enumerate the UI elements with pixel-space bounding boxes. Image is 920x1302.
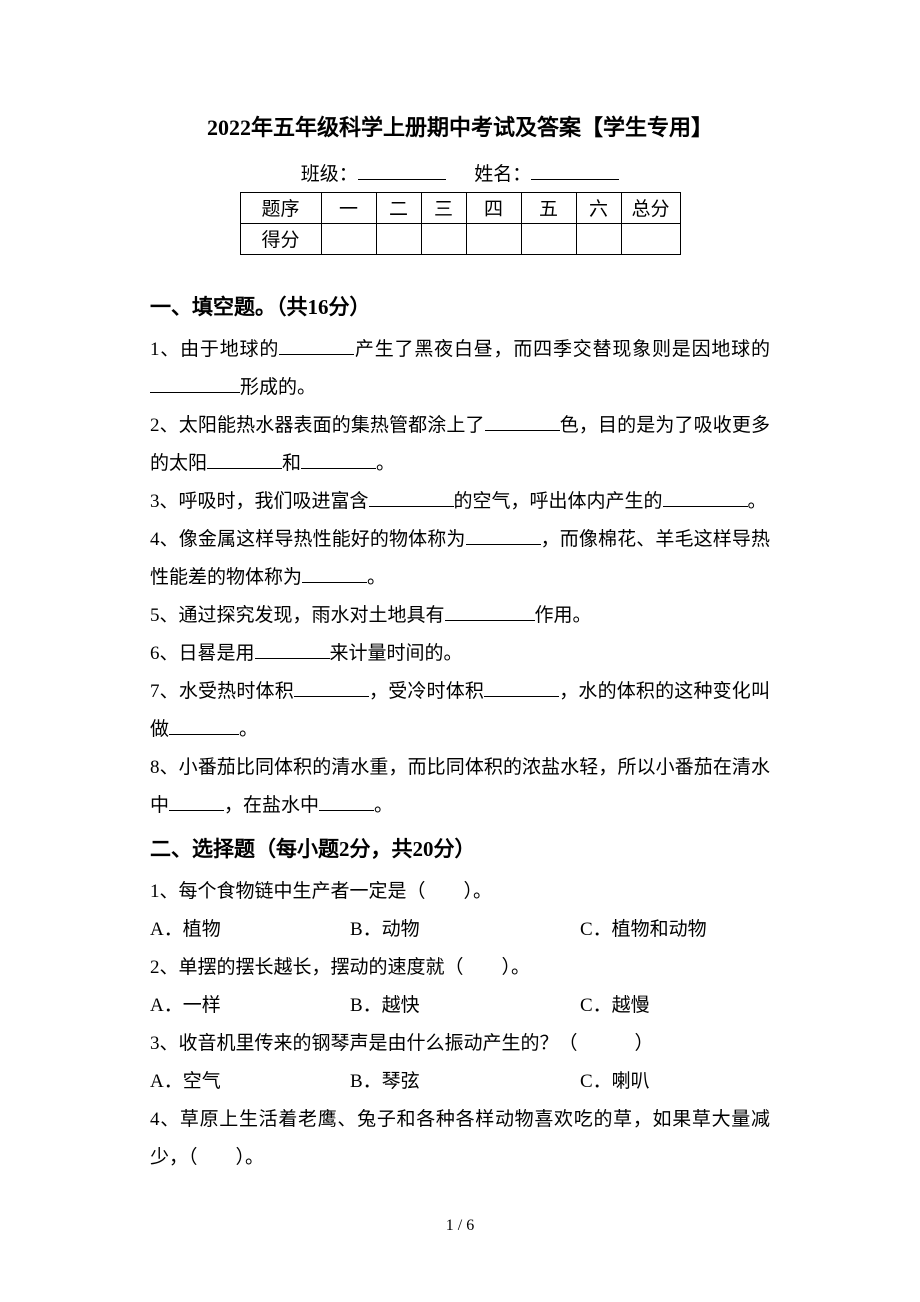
question-4: 4、像金属这样导热性能好的物体称为，而像棉花、羊毛这样导热性能差的物体称为。 (150, 521, 770, 597)
q-text: 来计量时间的。 (330, 643, 463, 664)
answer-blank[interactable] (485, 411, 560, 431)
page-footer: 1 / 6 (150, 1217, 770, 1235)
answer-blank[interactable] (255, 639, 330, 659)
answer-blank[interactable] (169, 791, 224, 811)
q-text: 1、由于地球的 (150, 339, 279, 360)
question-1: 1、由于地球的 产生了黑夜白昼，而四季交替现象则是因地球的形成的。 (150, 331, 770, 407)
option-a[interactable]: A．植物 (150, 911, 350, 949)
score-cell[interactable] (321, 223, 376, 254)
student-meta: 班级： 姓名： (150, 158, 770, 186)
answer-blank[interactable] (301, 449, 376, 469)
class-label: 班级： (301, 164, 358, 185)
answer-blank[interactable] (279, 335, 354, 355)
table-row: 题序 一 二 三 四 五 六 总分 (240, 192, 680, 223)
cell-section: 三 (421, 192, 466, 223)
score-cell[interactable] (376, 223, 421, 254)
section-heading: 二、选择题（每小题2分，共20分） (150, 833, 770, 863)
mc-options: A．一样 B．越快 C．越慢 (150, 987, 770, 1025)
option-b[interactable]: B．琴弦 (350, 1063, 580, 1101)
answer-blank[interactable] (466, 525, 541, 545)
q-text: 5、通过探究发现，雨水对土地具有 (150, 605, 445, 626)
mc-question-1: 1、每个食物链中生产者一定是（ ）。 (150, 873, 770, 911)
q-text: 4、像金属这样导热性能好的物体称为 (150, 529, 466, 550)
q-text: ，受冷时体积 (369, 681, 484, 702)
q-text: 。 (239, 719, 258, 740)
option-a[interactable]: A．一样 (150, 987, 350, 1025)
q-text: 3、呼吸时，我们吸进富含 (150, 491, 369, 512)
option-c[interactable]: C．喇叭 (580, 1063, 650, 1101)
q-text: 2、太阳能热水器表面的集热管都涂上了 (150, 415, 485, 436)
answer-blank[interactable] (207, 449, 282, 469)
mc-question-2: 2、单摆的摆长越长，摆动的速度就（ ）。 (150, 949, 770, 987)
question-8: 8、小番茄比同体积的清水重，而比同体积的浓盐水轻，所以小番茄在清水中，在盐水中。 (150, 749, 770, 825)
score-table: 题序 一 二 三 四 五 六 总分 得分 (240, 192, 681, 255)
score-cell[interactable] (621, 223, 680, 254)
cell-section: 二 (376, 192, 421, 223)
question-2: 2、太阳能热水器表面的集热管都涂上了色，目的是为了吸收更多的太阳和。 (150, 407, 770, 483)
answer-blank[interactable] (150, 373, 240, 393)
score-cell[interactable] (466, 223, 521, 254)
answer-blank[interactable] (663, 487, 748, 507)
q-text: 7、水受热时体积 (150, 681, 294, 702)
answer-blank[interactable] (169, 715, 239, 735)
mc-question-4: 4、草原上生活着老鹰、兔子和各种各样动物喜欢吃的草，如果草大量减少，（ ）。 (150, 1101, 770, 1177)
answer-blank[interactable] (302, 563, 367, 583)
cell-section: 五 (521, 192, 576, 223)
mc-options: A．空气 B．琴弦 C．喇叭 (150, 1063, 770, 1101)
name-blank[interactable] (531, 158, 619, 180)
answer-blank[interactable] (484, 677, 559, 697)
cell-label: 得分 (240, 223, 321, 254)
q-text: 6、日晷是用 (150, 643, 255, 664)
answer-blank[interactable] (319, 791, 374, 811)
score-cell[interactable] (576, 223, 621, 254)
q-text: 作用。 (535, 605, 592, 626)
q-text: 。 (748, 491, 767, 512)
question-6: 6、日晷是用 来计量时间的。 (150, 635, 770, 673)
cell-section: 一 (321, 192, 376, 223)
cell-total: 总分 (621, 192, 680, 223)
answer-blank[interactable] (369, 487, 454, 507)
option-b[interactable]: B．越快 (350, 987, 580, 1025)
option-c[interactable]: C．越慢 (580, 987, 650, 1025)
q-text: 。 (367, 567, 386, 588)
option-b[interactable]: B．动物 (350, 911, 580, 949)
q-text: 的空气，呼出体内产生的 (454, 491, 663, 512)
answer-blank[interactable] (294, 677, 369, 697)
q-text: 产生了黑夜白昼，而四季交替现象则是因地球的 (354, 339, 770, 360)
exam-page: 2022年五年级科学上册期中考试及答案【学生专用】 班级： 姓名： 题序 一 二… (0, 0, 920, 1265)
cell-section: 六 (576, 192, 621, 223)
q-text: 。 (376, 453, 395, 474)
name-label: 姓名： (474, 164, 531, 185)
cell-label: 题序 (240, 192, 321, 223)
option-c[interactable]: C．植物和动物 (580, 911, 707, 949)
q-text: 。 (374, 795, 393, 816)
question-5: 5、通过探究发现，雨水对土地具有 作用。 (150, 597, 770, 635)
cell-section: 四 (466, 192, 521, 223)
mc-options: A．植物 B．动物 C．植物和动物 (150, 911, 770, 949)
score-cell[interactable] (421, 223, 466, 254)
answer-blank[interactable] (445, 601, 535, 621)
option-a[interactable]: A．空气 (150, 1063, 350, 1101)
score-cell[interactable] (521, 223, 576, 254)
question-7: 7、水受热时体积，受冷时体积，水的体积的这种变化叫做。 (150, 673, 770, 749)
section-heading: 一、填空题。（共16分） (150, 291, 770, 321)
q-text: 和 (282, 453, 301, 474)
page-title: 2022年五年级科学上册期中考试及答案【学生专用】 (150, 110, 770, 142)
question-3: 3、呼吸时，我们吸进富含 的空气，呼出体内产生的 。 (150, 483, 770, 521)
table-row: 得分 (240, 223, 680, 254)
class-blank[interactable] (358, 158, 446, 180)
q-text: 形成的。 (240, 377, 316, 398)
mc-question-3: 3、收音机里传来的钢琴声是由什么振动产生的？（ ） (150, 1025, 770, 1063)
q-text: ，在盐水中 (224, 795, 319, 816)
